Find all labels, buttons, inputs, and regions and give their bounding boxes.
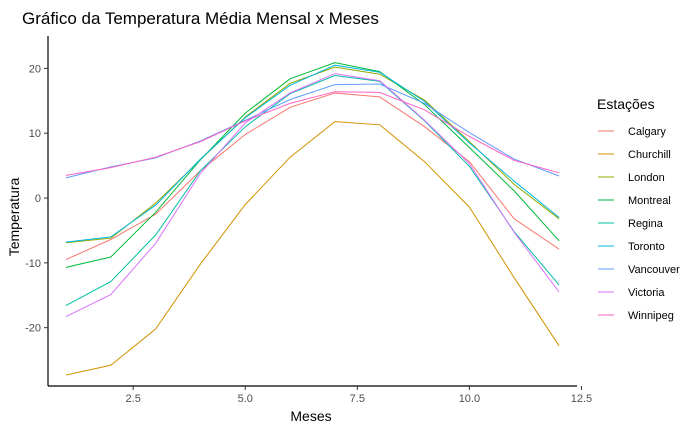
y-axis-title: Temperatura [6,177,22,256]
x-tick-label: 10.0 [459,393,480,405]
legend-label: Vancouver [628,264,680,276]
x-tick-label: 12.5 [571,393,592,405]
legend-label: Winnipeg [628,310,674,322]
x-axis: 2.5 5.0 7.5 10.0 12.5 [48,385,592,405]
series-line-montreal [65,62,560,268]
legend-item: Montreal [598,195,671,207]
legend-item: Vancouver [598,264,680,276]
y-tick-label: -10 [25,258,41,270]
series-line-toronto [65,64,560,243]
legend-label: Montreal [628,195,671,207]
legend-item: London [598,172,665,184]
plot-area [65,62,560,376]
legend-item: Regina [598,218,664,230]
series-line-regina [65,74,560,307]
legend-item: Calgary [598,126,666,138]
series-line-winnipeg [65,91,560,176]
legend-title: Estações [597,96,655,112]
x-tick-label: 7.5 [350,393,365,405]
y-axis: -20 -10 0 10 20 [25,36,49,386]
legend: Estações Calgary Churchill London Montreal R… [597,96,680,322]
legend-item: Victoria [598,287,665,299]
y-tick-label: 20 [29,63,41,75]
y-tick-label: 0 [35,193,41,205]
legend-label: Calgary [628,126,666,138]
legend-item: Toronto [598,241,665,253]
y-tick-label: 10 [29,128,41,140]
y-tick-label: -20 [25,323,41,335]
legend-item: Churchill [598,149,671,161]
legend-items: Calgary Churchill London Montreal Regina Toro… [598,126,680,322]
x-tick-label: 5.0 [238,393,253,405]
chart-title: Gráfico da Temperatura Média Mensal x Me… [22,9,379,28]
legend-label: Victoria [628,287,665,299]
series-line-churchill [65,121,560,376]
legend-item: Winnipeg [598,310,674,322]
x-tick-label: 2.5 [126,393,141,405]
legend-label: London [628,172,665,184]
legend-label: Regina [628,218,664,230]
series-line-vancouver [65,83,560,179]
x-axis-title: Meses [290,408,331,424]
legend-label: Churchill [628,149,671,161]
series-line-calgary [65,92,560,261]
series-line-victoria [65,73,560,318]
legend-label: Toronto [628,241,665,253]
